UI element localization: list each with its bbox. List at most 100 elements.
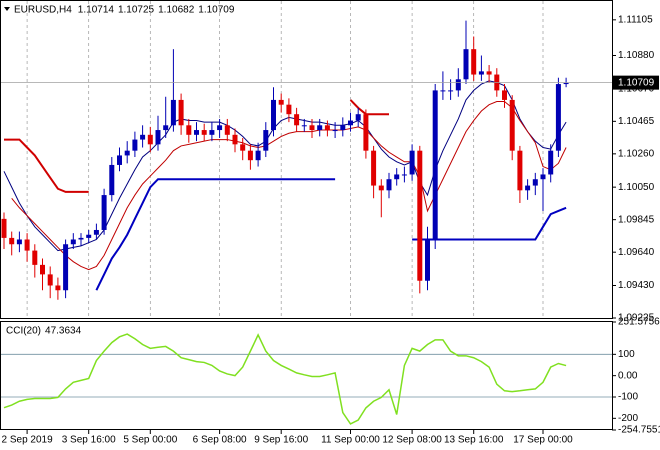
menu-triangle	[4, 7, 10, 11]
candle-body	[124, 150, 130, 156]
candle-body	[348, 120, 353, 126]
y-tick-label: 100	[618, 349, 635, 360]
candle-body	[170, 99, 176, 126]
candle-body	[117, 155, 122, 165]
candle-body	[332, 130, 338, 132]
y-tick-label: 1.10260	[618, 148, 655, 159]
candle-body	[478, 71, 484, 75]
candle-body	[540, 174, 546, 180]
price-label-box	[612, 75, 659, 90]
candle-body	[525, 185, 531, 191]
candle-body	[548, 150, 554, 175]
candle-body	[486, 71, 492, 75]
candle-body	[40, 264, 45, 275]
y-tick-label: 1.09430	[618, 280, 655, 291]
candle-body	[502, 90, 507, 100]
y-tick-label: 1.10050	[618, 182, 655, 193]
candle-body	[401, 174, 407, 176]
candle-body	[455, 79, 461, 91]
candle-body	[301, 125, 307, 127]
candle-body	[109, 164, 115, 196]
candle-body	[63, 244, 69, 291]
candle-body	[93, 229, 99, 235]
candle-body	[517, 150, 523, 191]
candle-body	[16, 239, 22, 245]
candle-body	[55, 285, 61, 291]
candle-body	[286, 104, 292, 115]
x-tick-label: 9 Sep 16:00	[254, 435, 308, 446]
quote-value: 1.10682	[158, 5, 195, 16]
indicator-line	[349, 99, 389, 116]
x-tick-label: 3 Sep 16:00	[62, 435, 116, 446]
candle-body	[317, 125, 323, 131]
candle-body	[155, 130, 161, 145]
x-tick-label: 6 Sep 08:00	[193, 435, 247, 446]
cci-line	[3, 333, 567, 425]
candle-body	[32, 250, 38, 265]
y-tick-label: 251.5756	[618, 317, 660, 328]
x-tick-label: 5 Sep 00:00	[123, 435, 177, 446]
candle-body	[86, 234, 92, 238]
main-pane	[0, 0, 613, 319]
candle-body	[217, 125, 223, 131]
candle-body	[448, 90, 454, 92]
x-tick-label: 2 Sep 2019	[2, 435, 54, 446]
candle-body	[417, 150, 423, 281]
candle-body	[386, 179, 392, 191]
candle-body	[532, 179, 538, 186]
candle-body	[440, 90, 446, 92]
indicator-line	[95, 178, 336, 291]
indicator-line	[4, 138, 89, 193]
candle-body	[378, 185, 384, 191]
cci-value: 47.3634	[45, 326, 82, 337]
candle-body	[432, 90, 438, 240]
candle-body	[178, 99, 184, 126]
candle-body	[147, 134, 153, 145]
y-tick-label: 1.11105	[618, 14, 653, 25]
candle-body	[101, 195, 107, 230]
quote-value: 1.10714	[78, 5, 115, 16]
candle-body	[140, 134, 146, 140]
y-tick-label: 0.00	[618, 370, 638, 381]
x-tick-label: 17 Sep 00:00	[513, 435, 573, 446]
candle-body	[47, 274, 53, 286]
candle-body	[340, 125, 346, 131]
candle-body	[509, 99, 515, 151]
indicator-line	[3, 80, 567, 252]
candle-body	[255, 150, 261, 161]
symbol: EURUSD,H4	[14, 5, 72, 16]
candle-body	[355, 114, 361, 121]
x-tick-label: 12 Sep 08:00	[382, 435, 442, 446]
candle-body	[563, 82, 569, 85]
cci-title: CCI(20)	[6, 326, 41, 337]
candle-body	[309, 125, 315, 131]
candle-body	[394, 174, 400, 180]
candle-body	[425, 239, 430, 281]
candle-body	[371, 150, 377, 186]
y-tick-label: -200	[618, 413, 638, 424]
candle-body	[194, 130, 199, 135]
candle-body	[70, 239, 76, 245]
x-tick-label: 13 Sep 16:00	[444, 435, 504, 446]
y-tick-label: 1.09640	[618, 247, 655, 258]
candle-body	[163, 125, 169, 131]
candle-body	[1, 218, 7, 238]
y-tick-label: -254.7551	[618, 425, 660, 436]
candle-body	[247, 150, 253, 161]
candle-body	[24, 239, 30, 251]
y-tick-label: 1.10880	[618, 50, 655, 61]
y-tick-label: 1.10465	[618, 116, 655, 127]
candle-body	[186, 125, 192, 135]
candle-body	[294, 114, 300, 126]
candle-body	[555, 84, 561, 151]
candle-body	[263, 130, 269, 151]
candle-body	[409, 150, 415, 175]
y-tick-label: 1.09225	[618, 313, 655, 324]
candle-body	[363, 114, 369, 151]
indicator-line	[11, 101, 567, 271]
x-tick-label: 11 Sep 00:00	[321, 435, 380, 446]
candle-body	[209, 130, 215, 135]
candle-body	[240, 144, 246, 151]
